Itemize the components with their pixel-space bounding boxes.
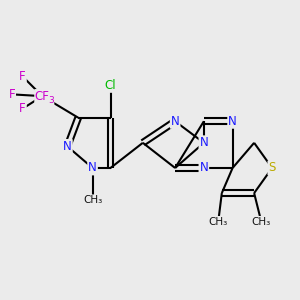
Text: F: F: [19, 102, 26, 115]
Text: CF: CF: [35, 90, 50, 103]
Text: CH₃: CH₃: [208, 217, 228, 227]
Text: N: N: [63, 140, 72, 153]
Text: F: F: [8, 88, 15, 101]
Text: CH₃: CH₃: [83, 195, 102, 205]
Text: N: N: [200, 161, 208, 175]
Text: N: N: [88, 161, 97, 175]
Text: N: N: [171, 115, 179, 128]
Text: F: F: [19, 70, 26, 83]
Text: N: N: [228, 115, 237, 128]
Text: Cl: Cl: [105, 79, 116, 92]
Text: CH₃: CH₃: [252, 217, 271, 227]
Text: N: N: [200, 136, 208, 149]
Text: S: S: [268, 161, 276, 175]
Text: 3: 3: [48, 96, 54, 105]
